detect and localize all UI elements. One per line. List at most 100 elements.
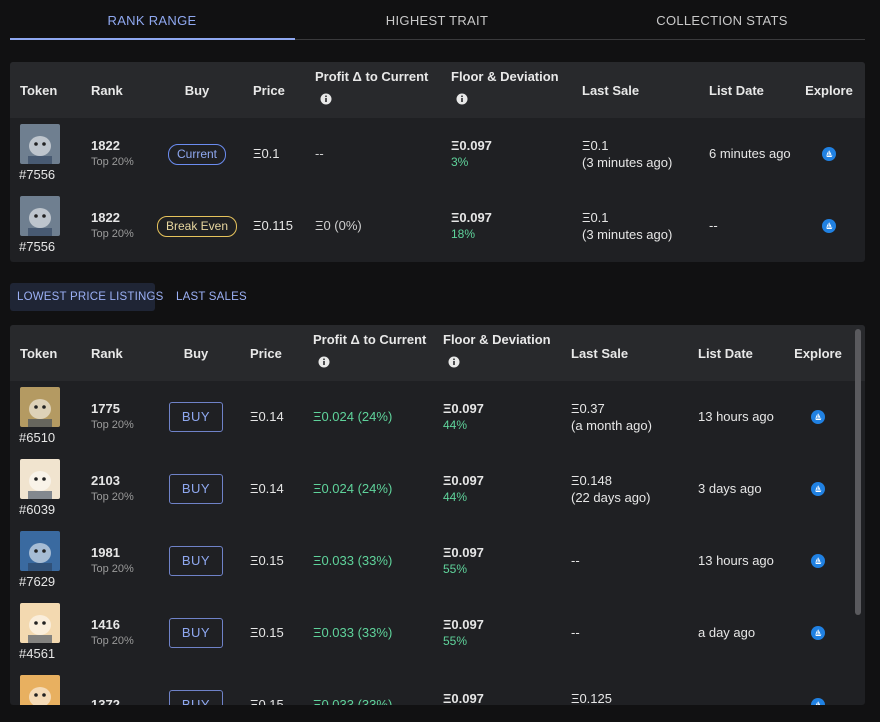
buy-button[interactable]: BUY bbox=[169, 546, 223, 576]
last-sale-time: (3 minutes ago) bbox=[582, 227, 673, 242]
last-sale: Ξ0.125 bbox=[571, 691, 612, 705]
profit: Ξ0 (0%) bbox=[315, 218, 362, 233]
floor-price: Ξ0.097 bbox=[443, 691, 484, 705]
buy-badge[interactable]: Break Even bbox=[156, 216, 238, 237]
info-icon[interactable] bbox=[448, 356, 460, 368]
price: Ξ0.1 bbox=[253, 146, 280, 161]
rank-tier: Top 20% bbox=[91, 635, 134, 647]
rank-tier: Top 20% bbox=[91, 228, 134, 240]
column-header: Token bbox=[20, 83, 58, 98]
last-sale: -- bbox=[571, 625, 580, 640]
column-header: Last Sale bbox=[582, 83, 640, 98]
last-sale-time: (a month ago) bbox=[571, 418, 652, 433]
column-header: List Date bbox=[698, 346, 753, 361]
explore-icon[interactable] bbox=[822, 219, 836, 233]
column-header: Rank bbox=[91, 83, 123, 98]
column-header: Explore bbox=[794, 346, 842, 361]
last-sale-time: (22 days ago) bbox=[571, 490, 651, 505]
subtab[interactable]: LAST SALES bbox=[176, 291, 247, 303]
table-header bbox=[10, 62, 865, 118]
token-id[interactable]: #6039 bbox=[19, 502, 56, 517]
token-image[interactable] bbox=[20, 459, 60, 499]
list-date: 13 hours ago bbox=[698, 409, 774, 424]
buy-badge[interactable]: Current bbox=[167, 144, 227, 165]
column-header: Profit Δ to Current bbox=[313, 332, 427, 347]
tab[interactable]: COLLECTION STATS bbox=[656, 13, 788, 28]
column-header: Buy bbox=[184, 83, 210, 98]
profit: Ξ0.033 (33%) bbox=[313, 697, 393, 705]
buy-button[interactable]: BUY bbox=[169, 402, 223, 432]
floor-price: Ξ0.097 bbox=[443, 617, 484, 632]
active-tab-indicator bbox=[10, 38, 295, 40]
token-image[interactable] bbox=[20, 675, 60, 705]
deviation: 3% bbox=[451, 155, 469, 169]
explore-icon[interactable] bbox=[811, 626, 825, 640]
floor-price: Ξ0.097 bbox=[443, 401, 484, 416]
deviation: 44% bbox=[443, 418, 468, 432]
info-icon[interactable] bbox=[320, 93, 332, 105]
last-sale: Ξ0.1 bbox=[582, 138, 609, 153]
subtab[interactable]: LOWEST PRICE LISTINGS bbox=[17, 291, 164, 303]
last-sale-time: (3 minutes ago) bbox=[582, 155, 673, 170]
column-header: Buy bbox=[183, 346, 209, 361]
rank: 1822 bbox=[91, 210, 120, 225]
token-image[interactable] bbox=[20, 196, 60, 236]
buy-button[interactable]: BUY bbox=[169, 474, 223, 504]
listings-table: Token Rank Buy Price Profit Δ to Current Floo… bbox=[10, 325, 865, 705]
active-subtab[interactable] bbox=[10, 283, 155, 311]
token-id[interactable]: #4561 bbox=[19, 646, 56, 661]
tab[interactable]: HIGHEST TRAIT bbox=[385, 13, 489, 28]
price: Ξ0.15 bbox=[250, 553, 284, 568]
token-image[interactable] bbox=[20, 603, 60, 643]
floor-price: Ξ0.097 bbox=[451, 210, 492, 225]
last-sale: Ξ0.1 bbox=[582, 210, 609, 225]
deviation: 44% bbox=[443, 490, 468, 504]
rank: 1822 bbox=[91, 138, 120, 153]
table-header bbox=[10, 325, 865, 381]
explore-icon[interactable] bbox=[811, 698, 825, 705]
explore-icon[interactable] bbox=[811, 482, 825, 496]
last-sale: Ξ0.148 bbox=[571, 473, 612, 488]
token-id[interactable]: #6510 bbox=[19, 430, 56, 445]
buy-button[interactable]: BUY bbox=[169, 690, 223, 705]
last-sale: Ξ0.37 bbox=[571, 401, 605, 416]
tab[interactable]: RANK RANGE bbox=[107, 13, 197, 28]
column-header: Last Sale bbox=[571, 346, 629, 361]
price: Ξ0.14 bbox=[250, 409, 284, 424]
rank-tier: Top 20% bbox=[91, 563, 134, 575]
scrollbar[interactable] bbox=[855, 329, 861, 615]
rank: 1372 bbox=[91, 697, 120, 705]
token-image[interactable] bbox=[20, 124, 60, 164]
rank: 1775 bbox=[91, 401, 120, 416]
token-id[interactable]: #7556 bbox=[19, 239, 56, 254]
last-sale: -- bbox=[571, 553, 580, 568]
list-date: 6 minutes ago bbox=[709, 146, 791, 161]
explore-icon[interactable] bbox=[811, 554, 825, 568]
column-header: Floor & Deviation bbox=[451, 69, 559, 84]
token-id[interactable]: #7629 bbox=[19, 574, 56, 589]
price: Ξ0.115 bbox=[253, 218, 294, 233]
token-id[interactable]: #7556 bbox=[19, 167, 56, 182]
explore-icon[interactable] bbox=[822, 147, 836, 161]
profit: -- bbox=[315, 146, 324, 161]
floor-price: Ξ0.097 bbox=[451, 138, 492, 153]
token-image[interactable] bbox=[20, 387, 60, 427]
profit: Ξ0.024 (24%) bbox=[313, 481, 393, 496]
token-image[interactable] bbox=[20, 531, 60, 571]
column-header: Floor & Deviation bbox=[443, 332, 551, 347]
column-header: Price bbox=[253, 83, 285, 98]
info-icon[interactable] bbox=[318, 356, 330, 368]
deviation: 55% bbox=[443, 562, 468, 576]
list-date: -- bbox=[709, 218, 718, 233]
buy-button[interactable]: BUY bbox=[169, 618, 223, 648]
floor-price: Ξ0.097 bbox=[443, 473, 484, 488]
rank-tier: Top 20% bbox=[91, 491, 134, 503]
deviation: 55% bbox=[443, 634, 468, 648]
profit: Ξ0.033 (33%) bbox=[313, 625, 393, 640]
column-header: Rank bbox=[91, 346, 123, 361]
info-icon[interactable] bbox=[456, 93, 468, 105]
rank: 1981 bbox=[91, 545, 120, 560]
price: Ξ0.15 bbox=[250, 697, 284, 705]
explore-icon[interactable] bbox=[811, 410, 825, 424]
